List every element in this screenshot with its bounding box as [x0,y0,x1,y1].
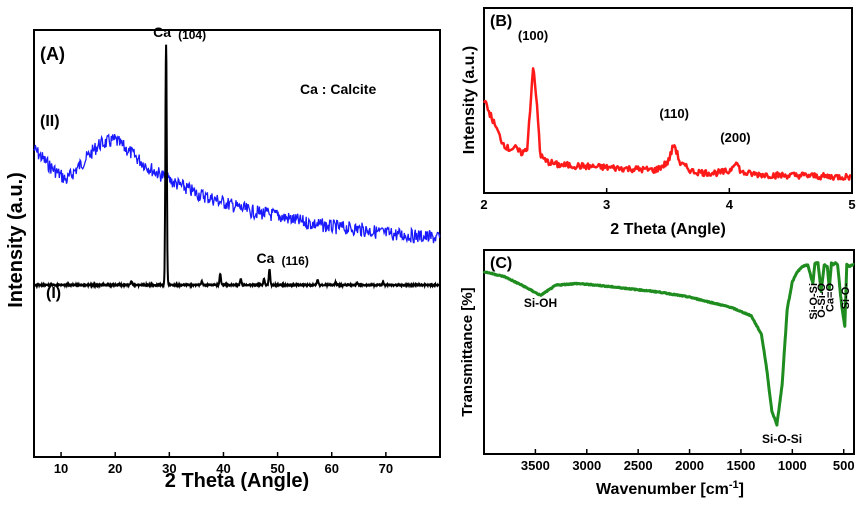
x-tick-label: 5 [848,197,855,212]
x-tick-label: 3500 [521,458,550,473]
x-tick-label: 2000 [675,458,704,473]
x-tick-label: 1500 [726,458,755,473]
peak-annotation: Ca [153,24,171,40]
panel-c-y-axis-title: Transmittance [%] [459,287,476,416]
panel-a-x-axis-title: 2 Theta (Angle) [165,470,309,492]
x-tick-label: 4 [726,197,734,212]
peak-annotation: Ca [257,250,275,266]
panel-b-plot [482,67,852,181]
band-label-vertical: Si-O- [840,283,852,310]
panel-c: (C) 3500 3000 2500 2000 1500 1000 500 Si-OH Si-… [459,249,855,498]
panel-b-label: (B) [490,13,512,30]
series-label-ii: (II) [40,113,60,130]
panel-a-plot [33,44,441,290]
x-tick-label: 60 [324,461,338,476]
panel-a-legend-text: Ca : Calcite [300,81,376,97]
x-tick-label: 50 [270,461,284,476]
x-tick-label: 2 [480,197,487,212]
band-label-si-oh: Si-OH [524,296,557,310]
panel-a: (A) Ca : Calcite (II) (I) 10 20 30 40 50 60 70… [5,24,441,492]
x-tick-label: 40 [216,461,230,476]
peak-annotation-index: (104) [178,28,206,42]
band-label-vertical: Ca=O [824,283,836,312]
miller-index-label: (110) [659,106,689,121]
panel-a-x-ticks: 10 20 30 40 50 60 70 [54,452,393,476]
series-i-line [33,44,441,290]
panel-a-y-axis-title: Intensity (a.u.) [5,172,27,308]
panel-c-plot [482,261,855,427]
x-tick-label: 10 [54,461,68,476]
x-tick-label: 2500 [624,458,653,473]
panel-c-x-ticks: 3500 3000 2500 2000 1500 1000 500 [521,449,855,473]
panel-b-y-axis-title: Intensity (a.u.) [461,46,478,154]
x-tick-label: 20 [108,461,122,476]
band-label-vertical: Si-O-Si [808,283,820,320]
panel-b-x-ticks: 2 3 4 5 [480,188,856,212]
panel-c-label: (C) [490,255,512,272]
series-ii-line [33,133,441,244]
x-tick-label: 500 [833,458,855,473]
x-tick-label: 3 [603,197,610,212]
peak-annotation-index: (116) [281,254,308,268]
panel-b-x-axis-title: 2 Theta (Angle) [610,221,726,238]
x-tick-label: 30 [162,461,176,476]
ftir-spectrum-line [482,261,855,427]
panel-a-label: (A) [40,44,65,64]
panel-b-annotations: (100) (110) (200) [518,28,751,145]
series-label-i: (I) [46,285,61,302]
band-label-si-o-si-main: Si-O-Si [762,432,802,446]
panel-a-frame [33,29,441,458]
band-label-vertical: O-Si-O [816,283,828,318]
panel-c-frame [483,249,855,455]
panel-a-annotations: Ca (104) Ca (116) [153,24,309,268]
x-tick-label: 70 [379,461,393,476]
panel-b: (B) 2 3 4 5 (100) (110) (200) 2 Theta (Angle)… [461,7,856,238]
miller-index-label: (100) [518,28,548,43]
x-tick-label: 1000 [778,458,807,473]
x-tick-label: 3000 [572,458,601,473]
miller-index-label: (200) [720,130,750,145]
xrd-low-angle-line [482,67,852,181]
panel-c-x-axis-title: Wavenumber [cm-1] [596,479,744,498]
